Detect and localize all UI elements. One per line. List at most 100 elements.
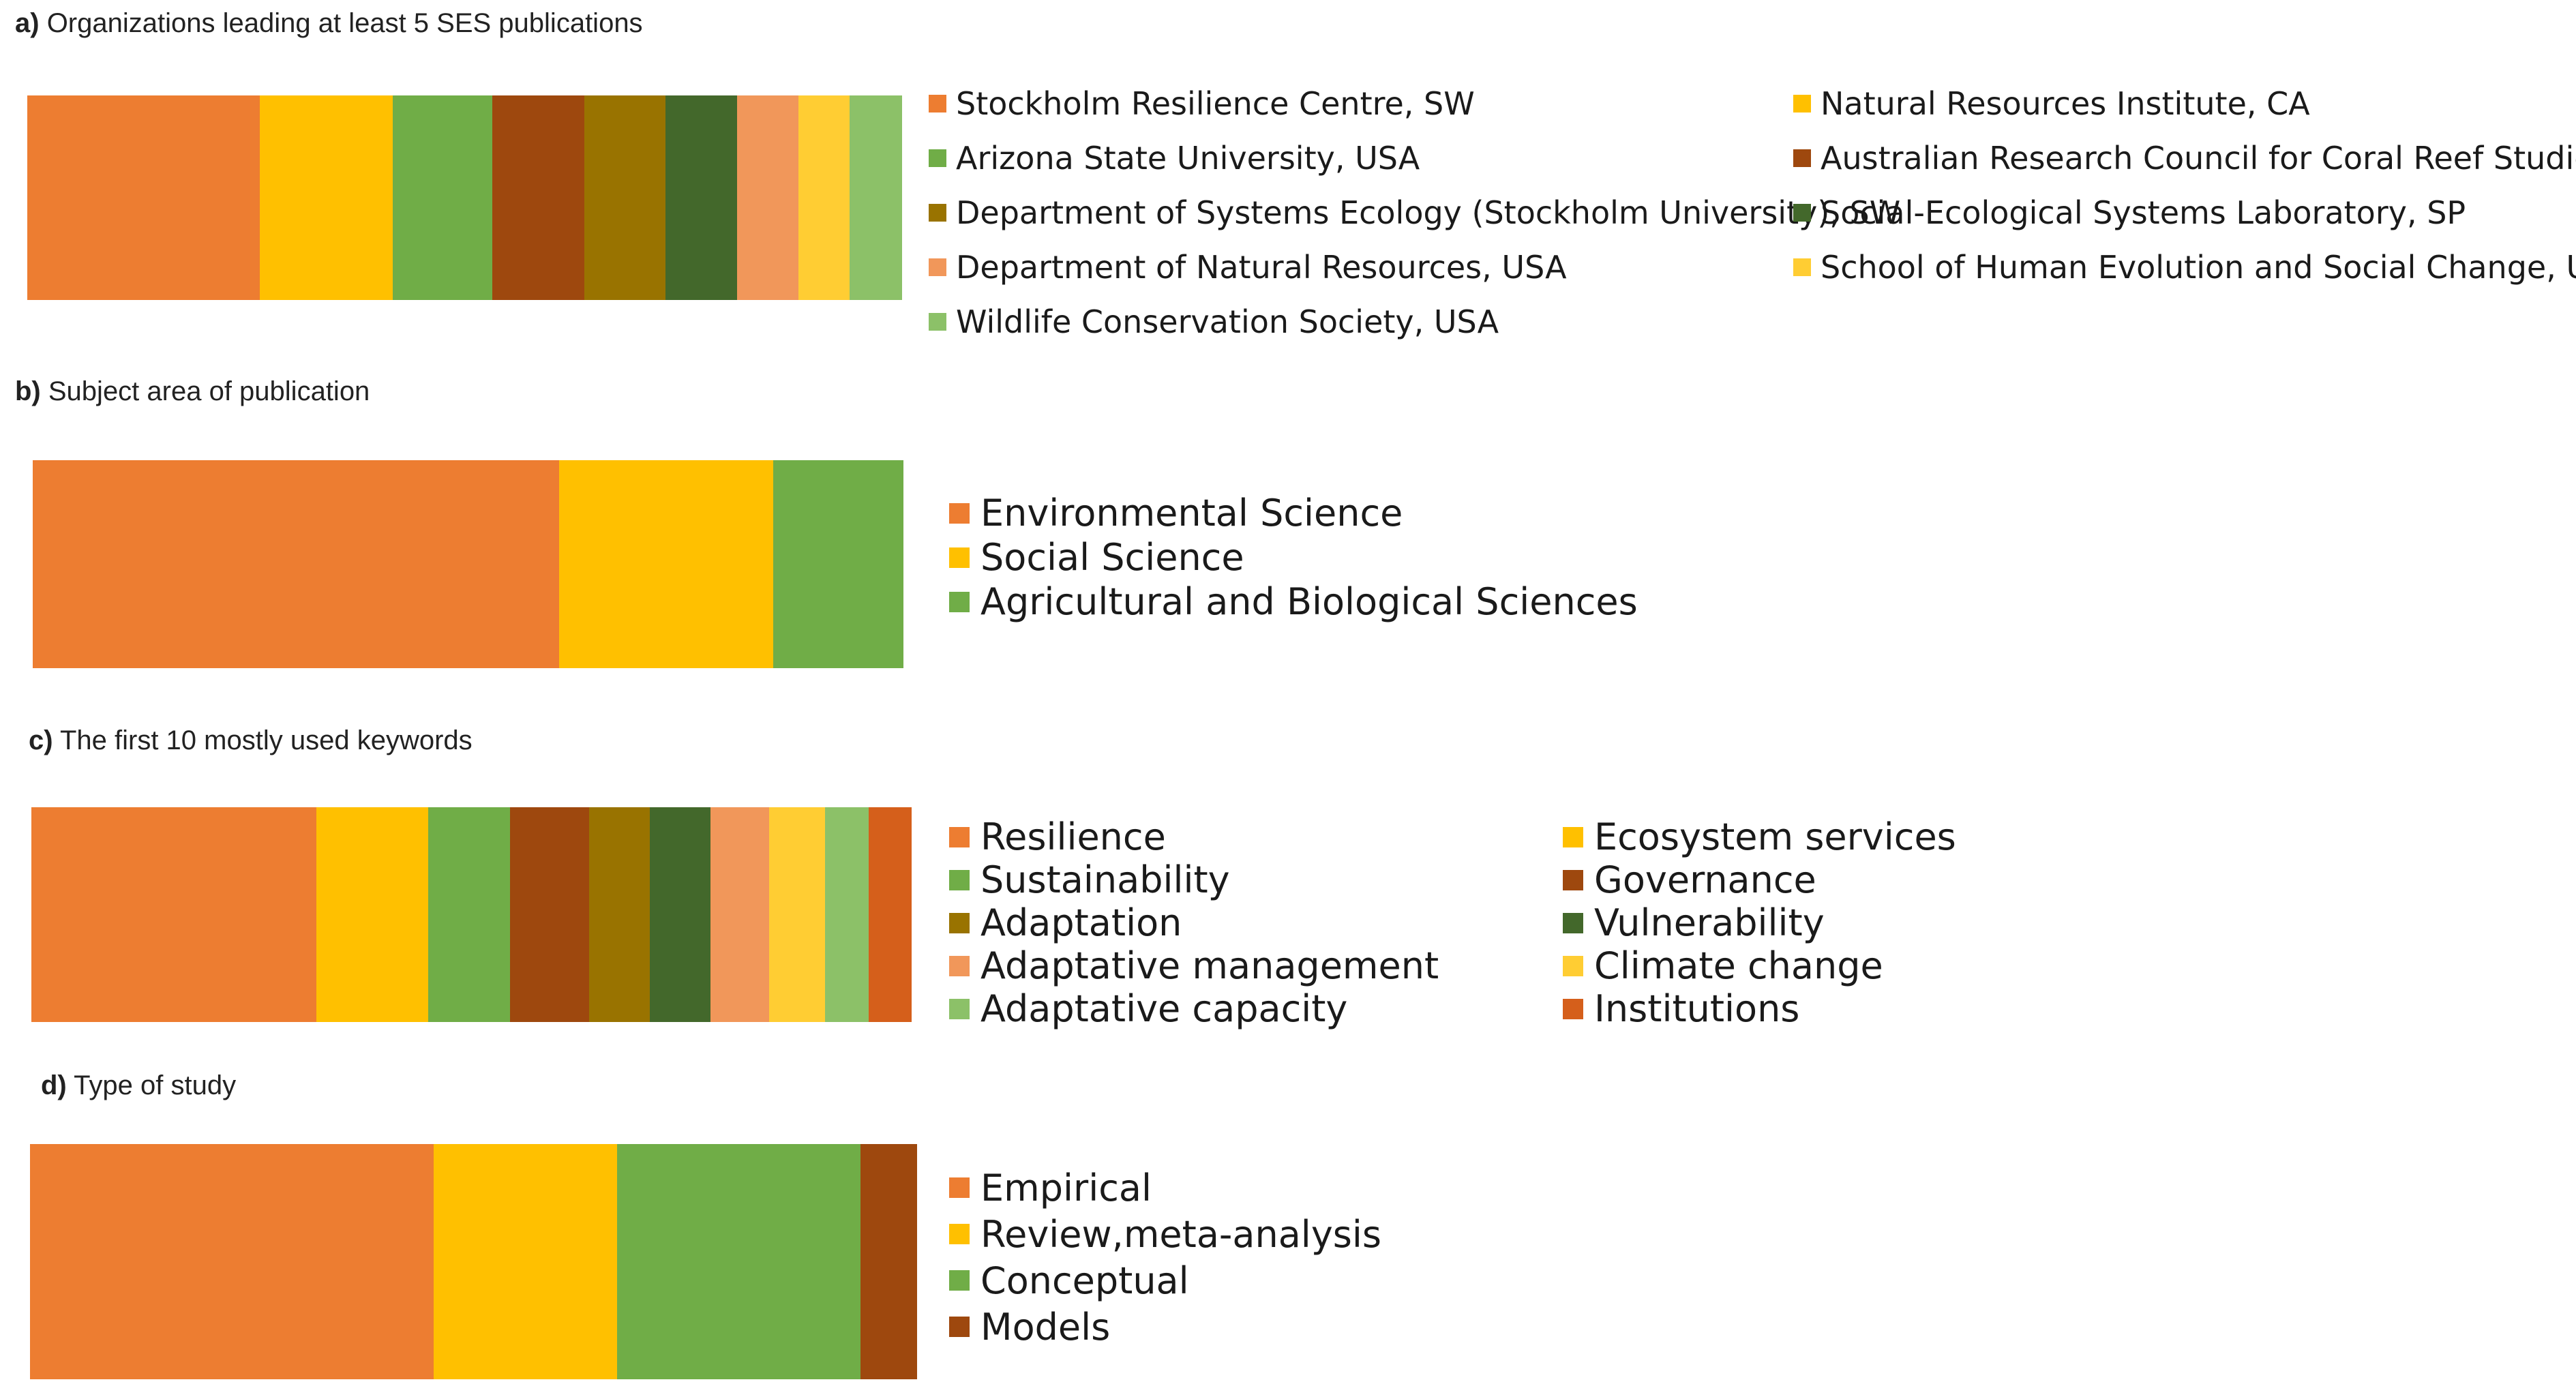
legend-item-d-4: Models [949, 1304, 1110, 1350]
legend-item-c-3: Sustainability [949, 858, 1230, 901]
legend-item-a-1: Stockholm Resilience Centre, SW [929, 76, 1475, 131]
legend-item-b-2: Social Science [949, 535, 1244, 580]
legend-swatch [949, 1224, 970, 1244]
panel-d-letter: d) [41, 1070, 67, 1100]
legend-item-a-4: Australian Research Council for Coral Re… [1793, 131, 2576, 185]
legend-item-a-9: Wildlife Conservation Society, USA [929, 295, 1499, 349]
legend-label: Social-Ecological Systems Laboratory, SP [1821, 194, 2466, 231]
legend-swatch [929, 258, 946, 276]
bar-segment-c-2 [316, 807, 429, 1022]
bar-segment-c-1 [31, 807, 317, 1022]
bar-segment-c-3 [428, 807, 511, 1022]
legend-label: School of Human Evolution and Social Cha… [1821, 249, 2576, 286]
legend-label: Models [980, 1305, 1111, 1349]
bar-segment-b-1 [33, 460, 560, 668]
panel-a-letter: a) [15, 8, 40, 38]
panel-c-title: c) The first 10 mostly used keywords [29, 725, 473, 756]
bar-segment-a-1 [27, 95, 260, 300]
bar-segment-c-10 [869, 807, 912, 1022]
bar-segment-b-2 [558, 460, 774, 668]
legend-swatch [949, 1317, 970, 1337]
legend-label: Social Science [980, 536, 1244, 579]
legend-label: Arizona State University, USA [956, 140, 1420, 177]
bar-segment-a-6 [665, 95, 738, 300]
bar-segment-a-8 [798, 95, 850, 300]
legend-item-d-1: Empirical [949, 1165, 1152, 1211]
legend-label: Review,meta-analysis [980, 1212, 1382, 1256]
legend-label: Empirical [980, 1166, 1152, 1210]
legend-swatch [949, 826, 970, 847]
legend-label: Environmental Science [980, 492, 1403, 535]
legend-item-c-6: Vulnerability [1563, 901, 1825, 944]
legend-item-c-4: Governance [1563, 858, 1816, 901]
legend-swatch [949, 912, 970, 933]
legend-swatch [929, 95, 946, 112]
panel-d-title: d) Type of study [41, 1070, 236, 1101]
bar-segment-d-1 [30, 1144, 434, 1379]
legend-label: Conceptual [980, 1259, 1189, 1302]
panel-b-title-text: Subject area of publication [40, 376, 370, 406]
legend-item-b-1: Environmental Science [949, 491, 1403, 535]
legend-label: Wildlife Conservation Society, USA [956, 303, 1499, 340]
panel-d-title-text: Type of study [66, 1070, 237, 1100]
bar-segment-a-7 [736, 95, 799, 300]
bar-segment-b-3 [773, 460, 903, 668]
legend-item-a-6: Social-Ecological Systems Laboratory, SP [1793, 185, 2466, 240]
panel-b-letter: b) [15, 376, 41, 406]
legend-swatch [1563, 869, 1583, 890]
legend-label: Agricultural and Biological Sciences [980, 580, 1638, 623]
legend-swatch [929, 149, 946, 167]
legend-label: Adaptation [980, 901, 1182, 944]
legend-swatch [1793, 95, 1811, 112]
panel-a-stacked-bar [27, 95, 902, 300]
legend-swatch [1793, 204, 1811, 222]
legend-swatch [1563, 826, 1583, 847]
legend-item-c-2: Ecosystem services [1563, 815, 1956, 858]
legend-label: Adaptative management [980, 944, 1439, 987]
legend-swatch [929, 204, 946, 222]
legend-item-c-9: Adaptative capacity [949, 987, 1347, 1030]
bar-segment-c-5 [588, 807, 650, 1022]
legend-label: Australian Research Council for Coral Re… [1821, 140, 2576, 177]
legend-label: Climate change [1594, 944, 1883, 987]
legend-item-c-8: Climate change [1563, 944, 1883, 987]
bar-segment-a-5 [584, 95, 666, 300]
panel-b-title: b) Subject area of publication [15, 376, 370, 407]
panel-c-stacked-bar [31, 807, 912, 1022]
legend-label: Ecosystem services [1594, 815, 1956, 858]
legend-item-c-7: Adaptative management [949, 944, 1439, 987]
legend-label: Adaptative capacity [980, 987, 1348, 1030]
legend-label: Institutions [1594, 987, 1800, 1030]
legend-item-c-1: Resilience [949, 815, 1166, 858]
panel-c-title-text: The first 10 mostly used keywords [53, 725, 473, 755]
legend-item-c-5: Adaptation [949, 901, 1182, 944]
legend-item-d-3: Conceptual [949, 1257, 1189, 1304]
panel-c-letter: c) [29, 725, 53, 755]
legend-swatch [1563, 955, 1583, 976]
bar-segment-a-3 [392, 95, 493, 300]
legend-item-a-3: Arizona State University, USA [929, 131, 1420, 185]
legend-item-a-7: Department of Natural Resources, USA [929, 240, 1567, 295]
bar-segment-d-3 [616, 1144, 861, 1379]
legend-swatch [1793, 149, 1811, 167]
legend-label: Department of Systems Ecology (Stockholm… [956, 194, 1901, 231]
legend-swatch [949, 1270, 970, 1291]
bar-segment-d-4 [860, 1144, 917, 1379]
legend-item-a-8: School of Human Evolution and Social Cha… [1793, 240, 2576, 295]
bar-segment-c-7 [710, 807, 770, 1022]
bar-segment-d-2 [433, 1144, 618, 1379]
bar-segment-c-8 [769, 807, 826, 1022]
legend-label: Governance [1594, 858, 1816, 901]
legend-swatch [949, 547, 970, 568]
legend-swatch [1563, 912, 1583, 933]
bar-segment-a-9 [850, 95, 902, 300]
bar-segment-c-4 [509, 807, 590, 1022]
legend-swatch [949, 955, 970, 976]
legend-label: Vulnerability [1594, 901, 1825, 944]
bar-segment-a-4 [492, 95, 585, 300]
legend-item-d-2: Review,meta-analysis [949, 1211, 1381, 1257]
legend-label: Natural Resources Institute, CA [1821, 85, 2310, 122]
legend-swatch [929, 313, 946, 331]
panel-a-title-text: Organizations leading at least 5 SES pub… [39, 8, 643, 38]
panel-d-stacked-bar [30, 1144, 917, 1379]
